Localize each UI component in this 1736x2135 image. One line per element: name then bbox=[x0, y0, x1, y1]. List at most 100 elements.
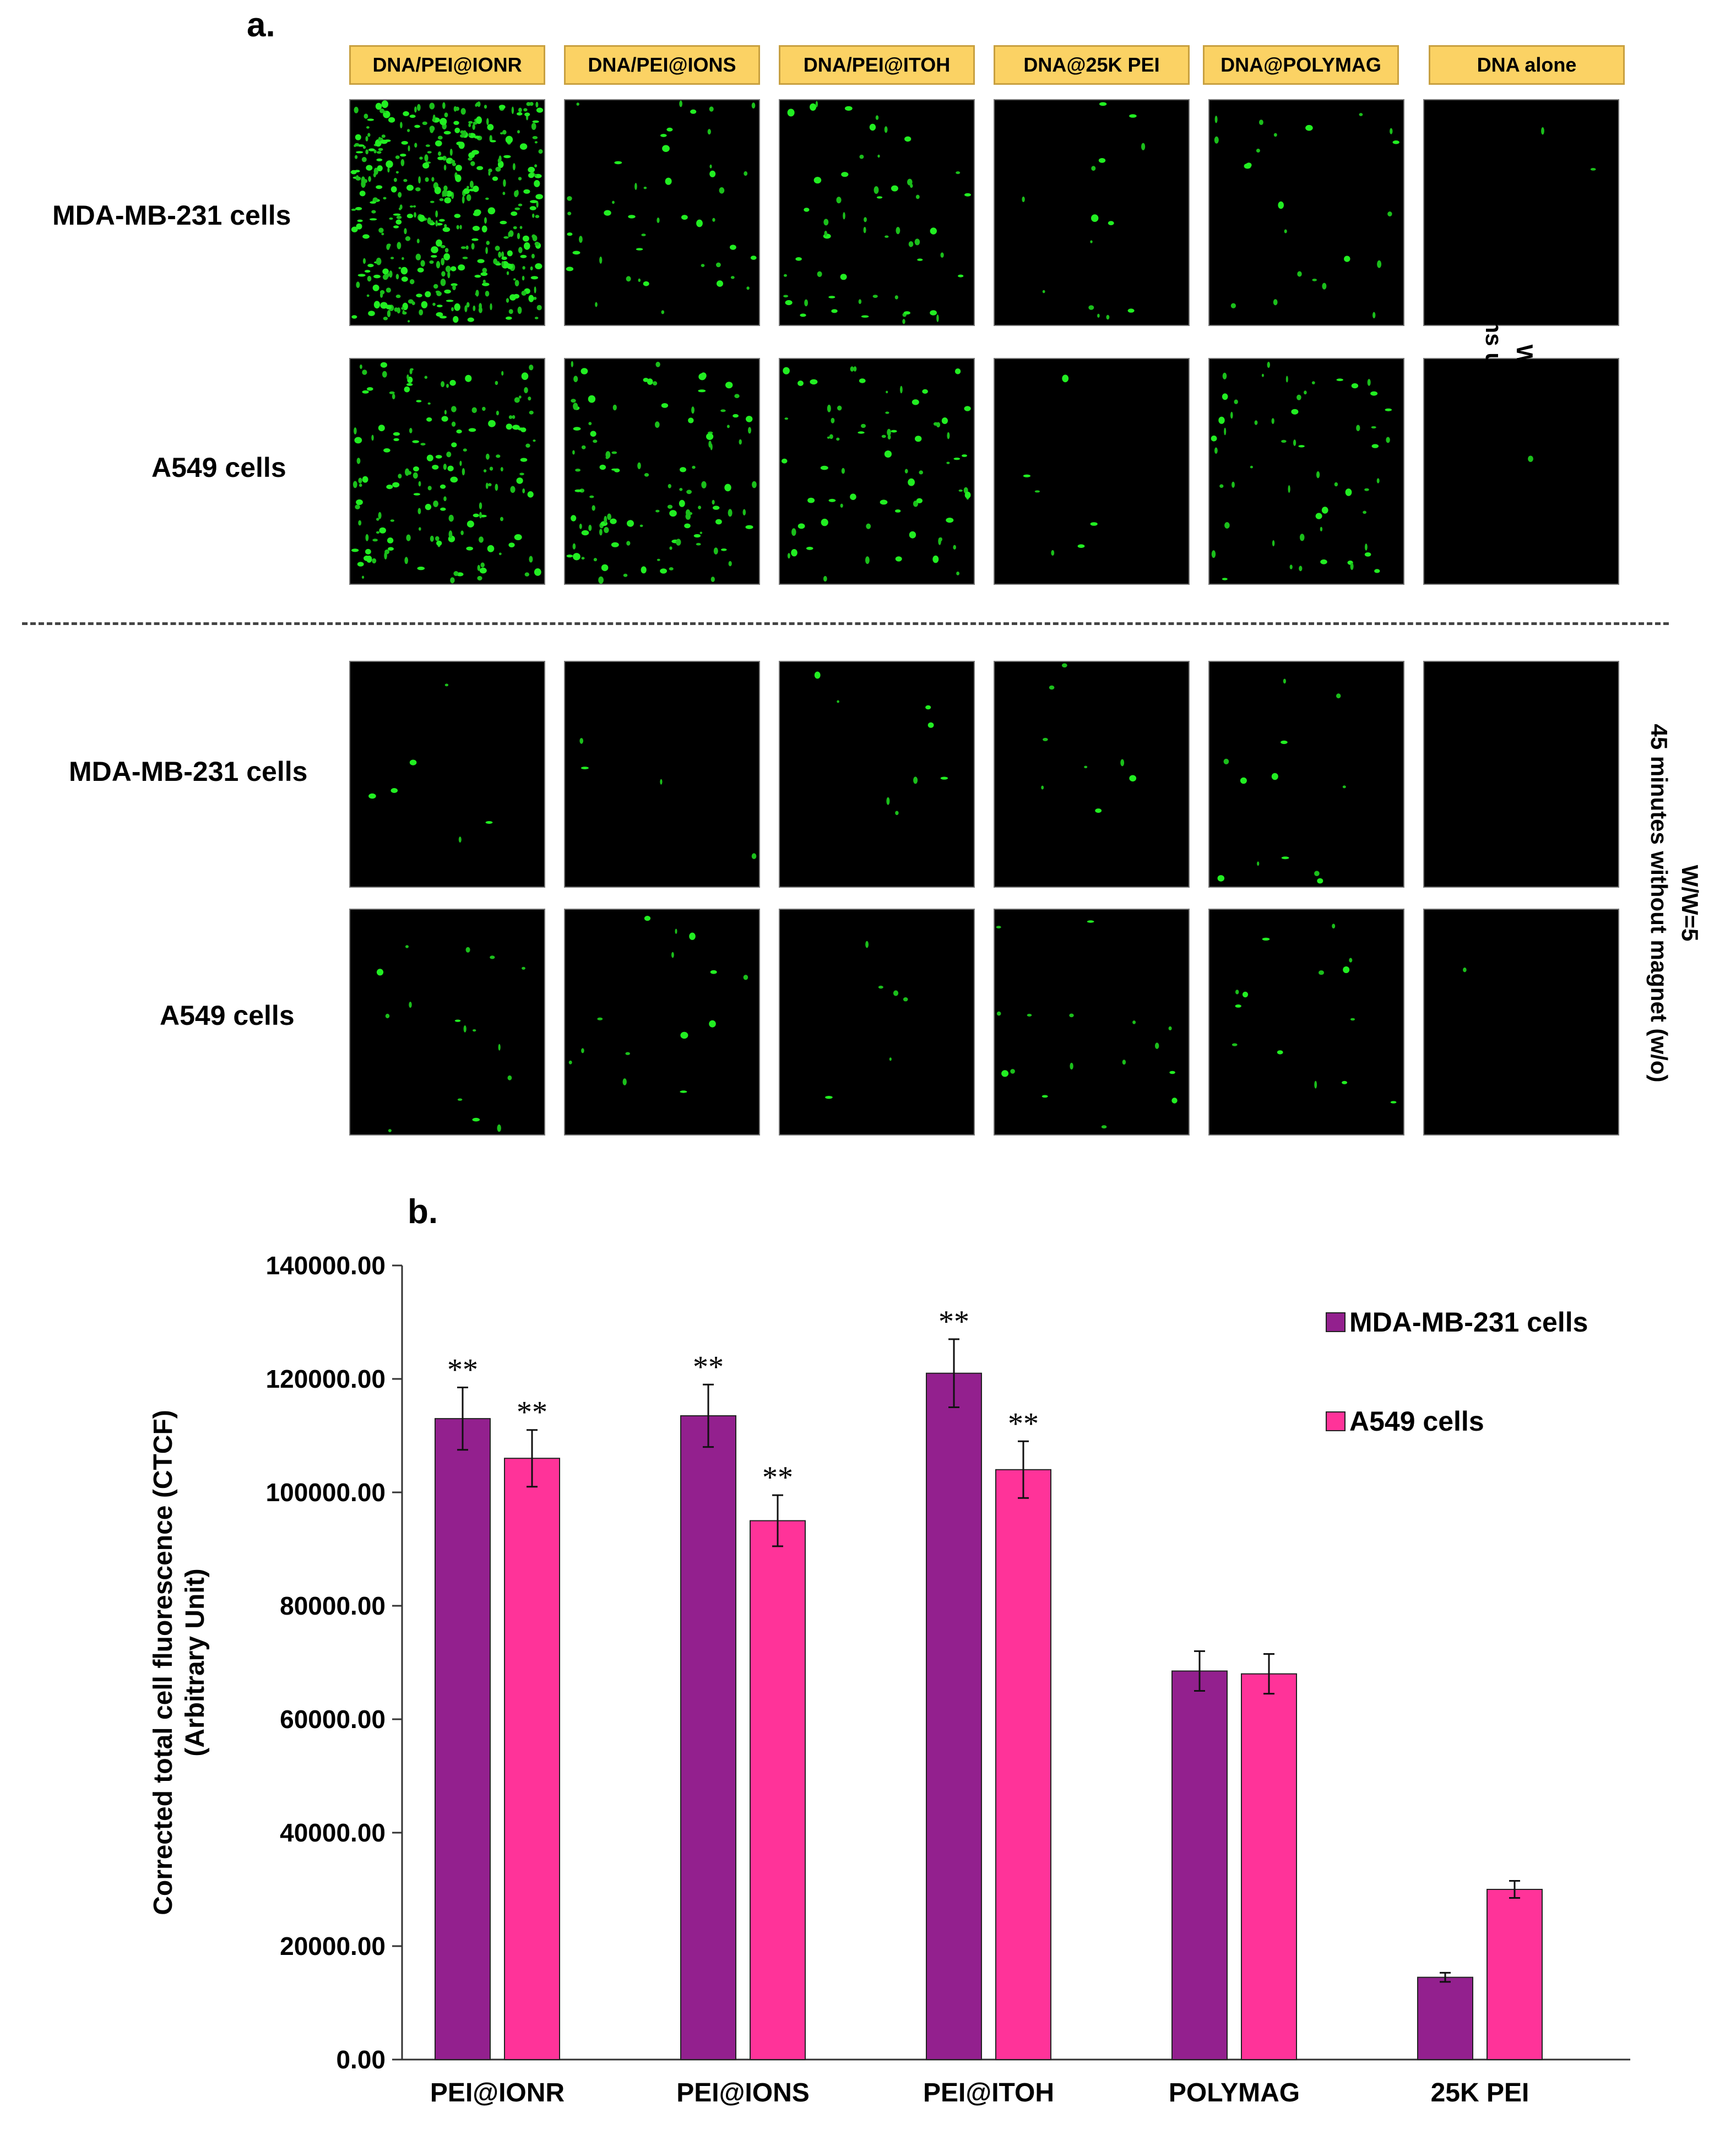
cell-dot bbox=[1298, 445, 1305, 448]
cell-dot bbox=[437, 305, 443, 307]
cell-dot bbox=[485, 482, 489, 489]
cell-dot bbox=[416, 294, 422, 297]
cell-dot bbox=[454, 214, 461, 218]
cell-dot bbox=[567, 196, 572, 201]
cell-dot bbox=[508, 230, 514, 237]
cell-dot bbox=[507, 1075, 512, 1080]
cell-dot bbox=[473, 121, 478, 125]
cell-dot bbox=[533, 296, 537, 300]
cell-dot bbox=[444, 410, 447, 415]
cell-dot bbox=[1090, 240, 1093, 243]
cell-dot bbox=[665, 177, 672, 185]
cell-dot bbox=[469, 181, 474, 188]
cell-dot bbox=[599, 529, 603, 536]
cell-dot bbox=[487, 207, 496, 215]
fluorescence-dots bbox=[350, 100, 544, 323]
cell-dot bbox=[1304, 390, 1307, 395]
cell-dot bbox=[400, 267, 408, 275]
cell-dot bbox=[636, 248, 643, 251]
cell-dot bbox=[593, 558, 597, 562]
column-header-2: DNA/PEI@IONS bbox=[564, 45, 760, 85]
cell-dot bbox=[1127, 308, 1135, 313]
cell-dot bbox=[696, 542, 701, 546]
cell-dot bbox=[1376, 478, 1380, 484]
fluorescence-dots bbox=[825, 941, 908, 1099]
cell-dot bbox=[454, 127, 460, 133]
cell-dot bbox=[401, 141, 408, 145]
row-label-group1-mda: MDA-MB-231 cells bbox=[52, 200, 291, 231]
cell-dot bbox=[538, 149, 543, 154]
cell-dot bbox=[1541, 127, 1544, 135]
cell-dot bbox=[466, 186, 469, 189]
cell-dot bbox=[398, 192, 402, 198]
cell-dot bbox=[1281, 856, 1289, 860]
cell-dot bbox=[938, 537, 941, 545]
cell-dot bbox=[516, 189, 519, 196]
cell-dot bbox=[481, 225, 487, 233]
cell-dot bbox=[440, 245, 446, 248]
cell-dot bbox=[820, 465, 828, 470]
cell-dot bbox=[406, 383, 413, 386]
bar bbox=[1487, 1889, 1543, 2060]
cell-dot bbox=[667, 504, 673, 509]
cell-dot bbox=[393, 213, 401, 216]
y-tick-label: 0.00 bbox=[336, 2045, 386, 2074]
cell-dot bbox=[643, 187, 647, 189]
cell-dot bbox=[750, 256, 757, 260]
cell-dot bbox=[443, 496, 447, 502]
cell-dot bbox=[900, 385, 903, 394]
cell-dot bbox=[443, 185, 448, 191]
cell-dot bbox=[397, 242, 402, 249]
cell-dot bbox=[390, 788, 398, 793]
cell-dot bbox=[1087, 920, 1094, 923]
cell-dot bbox=[532, 235, 538, 242]
cell-dot bbox=[501, 251, 504, 258]
cell-dot bbox=[637, 462, 641, 469]
cell-dot bbox=[828, 498, 836, 502]
cell-dot bbox=[1350, 1018, 1355, 1021]
cell-dot bbox=[669, 510, 677, 517]
cell-dot bbox=[909, 531, 916, 539]
cell-dot bbox=[472, 124, 475, 130]
cell-dot bbox=[471, 238, 479, 241]
cell-dot bbox=[408, 320, 410, 323]
cell-dot bbox=[452, 285, 456, 291]
cell-dot bbox=[701, 481, 707, 488]
cell-dot bbox=[486, 241, 490, 245]
cell-dot bbox=[402, 257, 404, 260]
cell-dot bbox=[379, 108, 384, 113]
cell-dot bbox=[1256, 149, 1260, 153]
cell-dot bbox=[430, 200, 435, 203]
cell-dot bbox=[472, 1117, 480, 1122]
cell-dot bbox=[614, 161, 622, 165]
cell-dot bbox=[572, 450, 575, 455]
cell-dot bbox=[1267, 361, 1270, 368]
cell-dot bbox=[535, 263, 542, 269]
cell-dot bbox=[1062, 374, 1069, 383]
bar bbox=[504, 1458, 560, 2061]
cell-dot bbox=[589, 495, 594, 498]
cell-dot bbox=[392, 482, 400, 488]
cell-dot bbox=[417, 566, 425, 571]
cell-dot bbox=[378, 512, 382, 519]
cell-dot bbox=[865, 556, 870, 564]
cell-dot bbox=[657, 218, 660, 223]
cell-dot bbox=[698, 389, 706, 393]
cell-dot bbox=[534, 286, 536, 294]
cell-dot bbox=[427, 486, 432, 491]
cell-dot bbox=[1070, 1062, 1073, 1070]
cell-dot bbox=[358, 520, 362, 526]
cell-dot bbox=[709, 1020, 716, 1028]
cell-dot bbox=[468, 123, 471, 127]
cell-dot bbox=[850, 493, 856, 500]
cell-dot bbox=[451, 421, 456, 427]
micrograph-tile bbox=[1208, 661, 1404, 888]
cell-dot bbox=[530, 266, 533, 270]
cell-dot bbox=[917, 258, 923, 261]
cell-dot bbox=[417, 268, 424, 273]
cell-dot bbox=[1365, 544, 1368, 551]
cell-dot bbox=[500, 467, 503, 472]
cell-dot bbox=[626, 541, 631, 546]
cell-dot bbox=[567, 211, 572, 215]
cell-dot bbox=[446, 384, 449, 388]
